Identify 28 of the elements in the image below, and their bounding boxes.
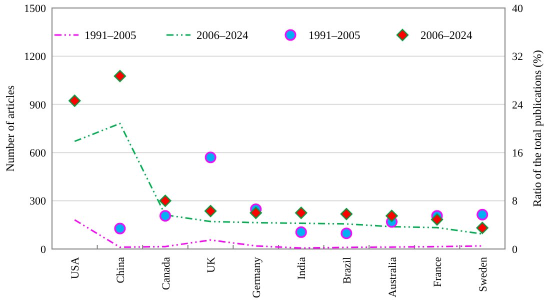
legend-label: 1991–2005: [308, 30, 360, 42]
x-tick-label: Germany: [250, 256, 263, 298]
x-tick-label: Australia: [386, 256, 399, 298]
x-tick-label: India: [296, 256, 308, 280]
y2-axis-title: Ratio of the total publications (%): [532, 50, 544, 207]
y-tick-label: 0: [40, 244, 46, 256]
y-tick-label: 1500: [24, 2, 46, 15]
y-axis-title: Number of articles: [5, 84, 17, 172]
x-tick-label: USA: [70, 256, 82, 280]
x-tick-label: Canada: [160, 256, 172, 290]
legend-label: 1991–2005: [84, 30, 136, 42]
y2-tick-label: 24: [512, 99, 524, 112]
y-tick-label: 1200: [24, 51, 46, 64]
legend-label: 2006–2024: [420, 30, 472, 42]
y2-tick-label: 40: [512, 2, 524, 15]
x-tick-label: China: [114, 256, 127, 284]
x-tick-label: UK: [206, 256, 218, 273]
y2-tick-label: 0: [512, 244, 518, 256]
x-tick-label: Sweden: [477, 256, 490, 292]
x-tick-label: Brazil: [341, 257, 354, 284]
y2-tick-label: 32: [512, 51, 523, 64]
y-tick-label: 300: [30, 196, 46, 208]
y-tick-label: 900: [30, 99, 46, 112]
y2-tick-label: 8: [512, 196, 518, 208]
y-tick-label: 600: [30, 147, 46, 160]
x-tick-label: France: [432, 256, 444, 287]
legend-label: 2006–2024: [196, 30, 248, 42]
y2-tick-label: 16: [512, 147, 524, 160]
